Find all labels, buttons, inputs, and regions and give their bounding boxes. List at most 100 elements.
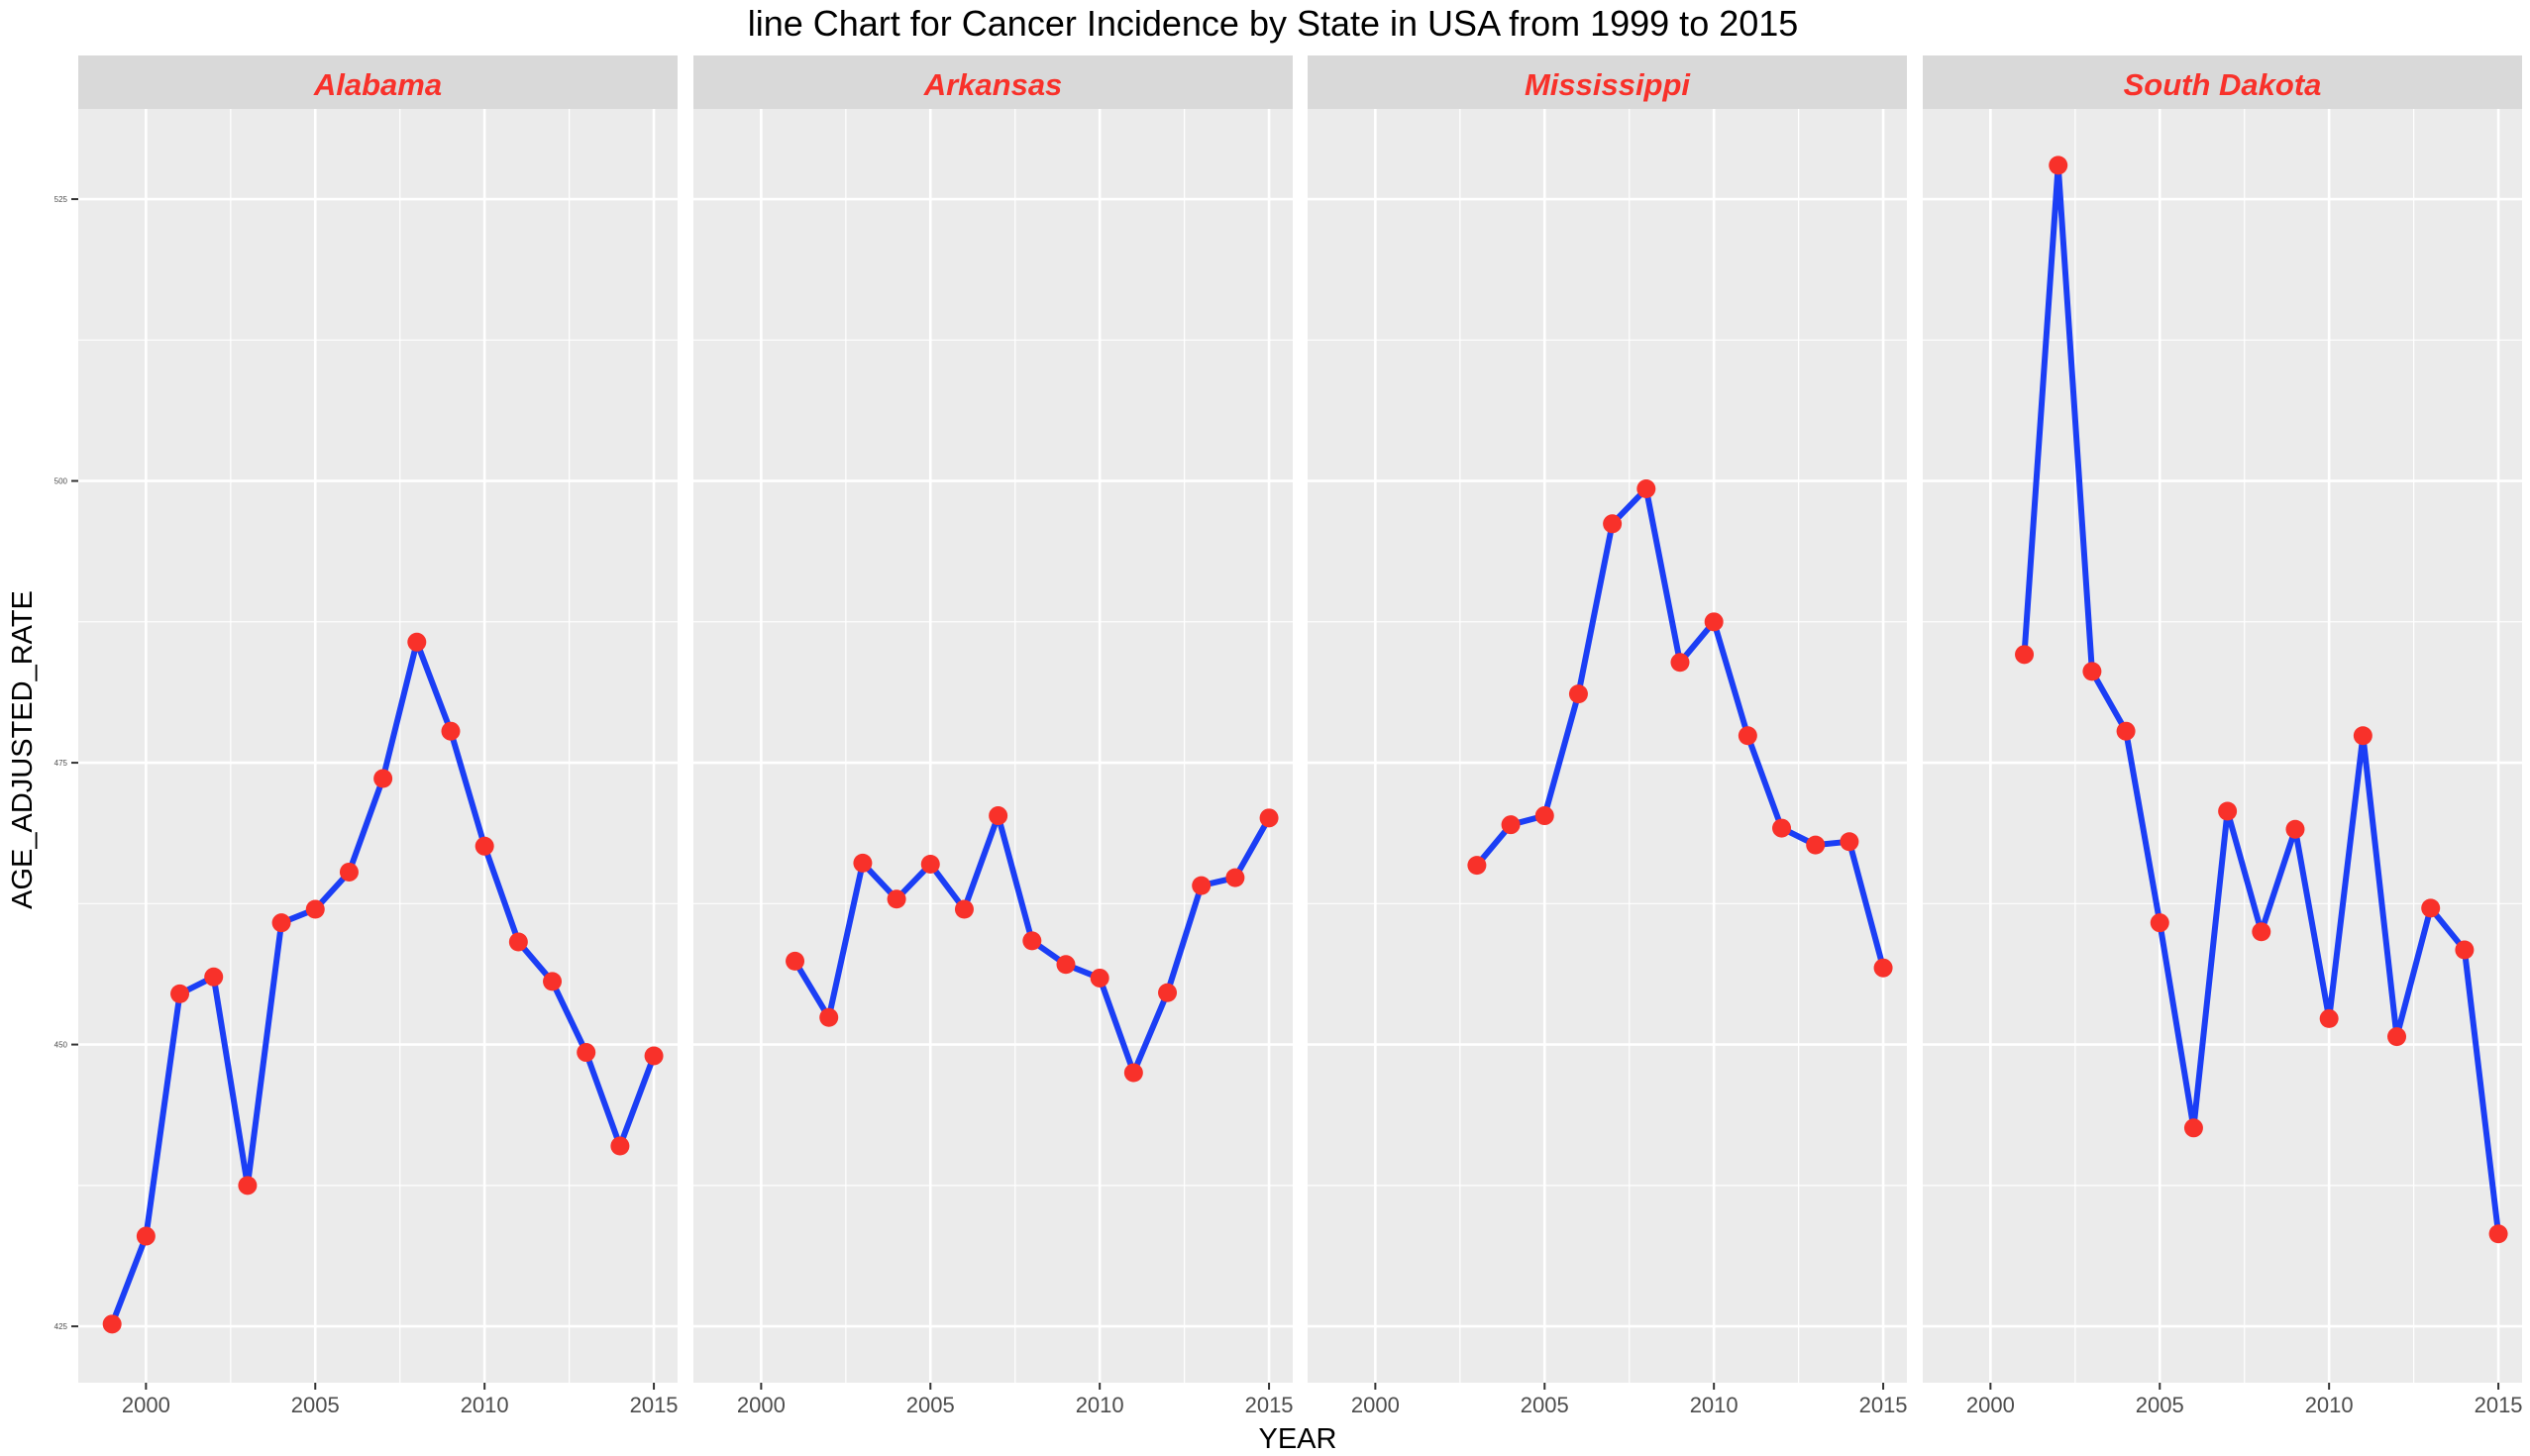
data-point bbox=[2319, 1008, 2339, 1028]
y-tick-label: 425 bbox=[54, 1322, 68, 1331]
data-point bbox=[2353, 726, 2372, 746]
data-point bbox=[1670, 653, 1690, 673]
data-point bbox=[1056, 955, 1076, 975]
data-point bbox=[2455, 940, 2475, 960]
y-tick-label: 475 bbox=[54, 759, 68, 768]
data-point bbox=[786, 951, 805, 971]
data-point bbox=[2285, 819, 2305, 839]
x-tick-label: 2010 bbox=[1076, 1393, 1124, 1417]
data-point bbox=[2015, 645, 2035, 665]
data-point bbox=[170, 984, 190, 1003]
data-point bbox=[543, 972, 563, 991]
data-point bbox=[819, 1007, 839, 1027]
data-point bbox=[2421, 898, 2441, 918]
panel-mississippi: Mississippi 2000 2005 2010 2015 bbox=[1308, 55, 1908, 1417]
data-point bbox=[610, 1136, 630, 1156]
data-point bbox=[2183, 1118, 2203, 1138]
data-point bbox=[102, 1314, 122, 1334]
panel-south-dakota: South Dakota 2000 2005 2010 2015 bbox=[1923, 55, 2523, 1417]
data-point bbox=[2488, 1224, 2508, 1244]
strip-label-mississippi: Mississippi bbox=[1525, 67, 1691, 102]
x-tick-label: 2000 bbox=[737, 1393, 786, 1417]
data-point bbox=[136, 1226, 156, 1246]
data-point bbox=[1840, 832, 1859, 852]
data-point bbox=[238, 1176, 258, 1196]
x-tick-label: 2005 bbox=[1521, 1393, 1569, 1417]
data-point bbox=[1158, 983, 1178, 1002]
facet-panels: Alabama 2000 2005 2010 2015 Arkansas 2000 2005 2… bbox=[78, 55, 2523, 1417]
data-point bbox=[271, 913, 291, 933]
data-point bbox=[1090, 968, 1109, 988]
strip-label-alabama: Alabama bbox=[313, 67, 442, 102]
data-point bbox=[2150, 913, 2169, 933]
data-point bbox=[1772, 818, 1792, 838]
data-point bbox=[1501, 815, 1521, 835]
data-point bbox=[1225, 868, 1245, 887]
y-axis-title: AGE_ADJUSTED_RATE bbox=[7, 590, 39, 909]
data-point bbox=[373, 769, 393, 788]
data-point bbox=[1873, 958, 1893, 978]
data-point bbox=[920, 854, 940, 874]
strip-label-arkansas: Arkansas bbox=[923, 67, 1063, 102]
data-point bbox=[1636, 479, 1656, 499]
data-point bbox=[508, 932, 528, 952]
data-point bbox=[204, 967, 224, 987]
data-point bbox=[1123, 1063, 1143, 1083]
x-tick-label: 2015 bbox=[1245, 1393, 1294, 1417]
y-tick-label: 525 bbox=[54, 195, 68, 204]
data-point bbox=[1467, 856, 1487, 876]
panel-alabama: Alabama 2000 2005 2010 2015 bbox=[78, 55, 679, 1417]
data-point bbox=[1806, 835, 1826, 855]
data-point bbox=[2049, 156, 2068, 175]
x-tick-label: 2005 bbox=[906, 1393, 955, 1417]
data-point bbox=[2387, 1027, 2407, 1047]
data-point bbox=[2116, 721, 2136, 741]
x-tick-label: 2015 bbox=[630, 1393, 679, 1417]
x-tick-label: 2015 bbox=[1859, 1393, 1908, 1417]
x-tick-label: 2010 bbox=[461, 1393, 509, 1417]
data-point bbox=[954, 899, 974, 919]
data-point bbox=[1022, 931, 1042, 951]
x-tick-label: 2000 bbox=[1966, 1393, 2015, 1417]
data-point bbox=[407, 632, 427, 652]
panel-background bbox=[78, 109, 678, 1383]
y-axis-ticks: 425 450 475 500 525 bbox=[54, 195, 78, 1331]
x-tick-label: 2010 bbox=[1690, 1393, 1739, 1417]
data-point bbox=[577, 1043, 596, 1063]
strip-background bbox=[1923, 55, 2522, 109]
data-point bbox=[1603, 514, 1623, 534]
data-point bbox=[1738, 726, 1757, 746]
strip-background bbox=[693, 55, 1293, 109]
data-point bbox=[1704, 612, 1724, 632]
chart-title: line Chart for Cancer Incidence by State… bbox=[748, 3, 1799, 44]
data-point bbox=[441, 721, 461, 741]
data-point bbox=[887, 889, 906, 909]
x-tick-label: 2000 bbox=[1351, 1393, 1400, 1417]
strip-label-south-dakota: South Dakota bbox=[2124, 67, 2322, 102]
y-tick-label: 500 bbox=[54, 477, 68, 486]
panel-background bbox=[1923, 109, 2522, 1383]
panel-background bbox=[693, 109, 1293, 1383]
data-point bbox=[853, 853, 873, 873]
data-point bbox=[1259, 808, 1279, 828]
strip-background bbox=[1308, 55, 1907, 109]
data-point bbox=[2252, 922, 2271, 942]
x-tick-label: 2015 bbox=[2475, 1393, 2523, 1417]
x-axis-title: YEAR bbox=[1259, 1423, 1337, 1455]
data-point bbox=[1534, 806, 1554, 826]
x-tick-label: 2010 bbox=[2305, 1393, 2354, 1417]
data-point bbox=[1568, 684, 1588, 704]
x-tick-label: 2005 bbox=[291, 1393, 340, 1417]
x-tick-label: 2005 bbox=[2136, 1393, 2184, 1417]
strip-background bbox=[78, 55, 678, 109]
data-point bbox=[644, 1046, 664, 1066]
data-point bbox=[474, 836, 494, 856]
data-point bbox=[2218, 801, 2238, 821]
panel-background bbox=[1308, 109, 1907, 1383]
data-point bbox=[1192, 876, 1212, 895]
y-tick-label: 450 bbox=[54, 1041, 68, 1050]
x-tick-label: 2000 bbox=[122, 1393, 170, 1417]
data-point bbox=[305, 899, 325, 919]
